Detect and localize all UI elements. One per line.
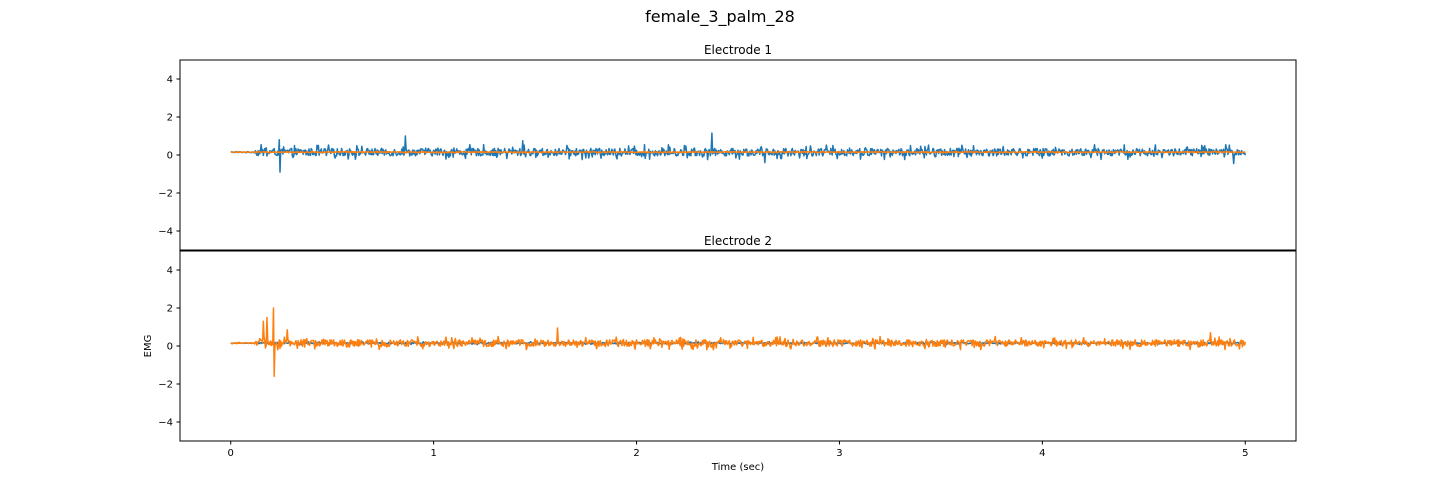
x-axis-label: Time (sec): [711, 462, 764, 473]
y-tick-label: 4: [167, 75, 173, 86]
y-tick-label: 0: [167, 342, 173, 353]
x-tick-label: 0: [228, 448, 234, 459]
y-tick-label: −4: [158, 227, 173, 238]
axes-title-electrode-2: Electrode 2: [704, 234, 772, 248]
y-tick-label: −2: [158, 189, 173, 200]
x-tick-label: 4: [1039, 448, 1045, 459]
series-line-2: [230, 150, 1246, 154]
axes-title-electrode-1: Electrode 1: [704, 43, 772, 57]
y-tick-label: 2: [167, 113, 173, 124]
x-axis: 0 1 2 3 4 5: [228, 441, 1248, 459]
y-tick-label: 4: [167, 266, 173, 277]
y-axis-label: EMG: [143, 335, 154, 358]
x-tick-label: 2: [633, 448, 639, 459]
y-tick-label: 0: [167, 151, 173, 162]
x-tick-label: 5: [1242, 448, 1248, 459]
y-tick-label: 2: [167, 304, 173, 315]
series-line-2: [230, 307, 1247, 378]
plot-area-electrode-1: [230, 132, 1247, 173]
y-axis-electrode-2: −4 −2 0 2 4: [158, 266, 180, 429]
figure-title: female_3_palm_28: [645, 7, 795, 27]
axes-electrode-2: Electrode 2 −4 −2 0 2 4 0 1 2 3 4 5: [158, 234, 1297, 459]
y-tick-label: −2: [158, 380, 173, 391]
plot-area-electrode-2: [230, 307, 1247, 378]
axes-electrode-1: Electrode 1 −4 −2 0 2 4: [158, 43, 1297, 251]
x-tick-label: 1: [430, 448, 436, 459]
x-tick-label: 3: [836, 448, 842, 459]
y-tick-label: −4: [158, 418, 173, 429]
y-axis-electrode-1: −4 −2 0 2 4: [158, 75, 180, 238]
